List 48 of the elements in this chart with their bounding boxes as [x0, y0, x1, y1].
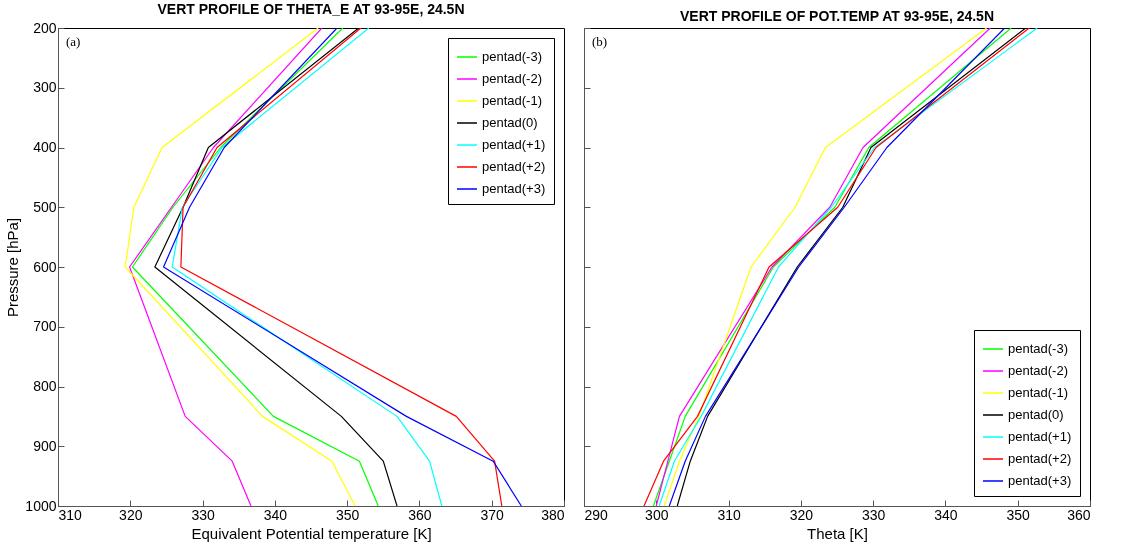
y-tick-label: 700: [33, 318, 57, 335]
x-tick-label: 320: [789, 506, 814, 523]
chart-title: VERT PROFILE OF THETA_E AT 93-95E, 24.5N: [157, 1, 465, 17]
x-tick-label: 370: [480, 506, 505, 523]
y-tick-label: 1000: [25, 497, 57, 514]
x-tick-label: 310: [58, 506, 83, 523]
legend-label: pentad(-3): [1008, 341, 1068, 356]
x-tick-label: 300: [645, 506, 669, 523]
legend-label: pentad(+1): [1008, 429, 1072, 444]
y-tick-label: 600: [33, 258, 57, 275]
annotation: (b): [592, 34, 608, 49]
legend-label: pentad(-1): [1008, 385, 1068, 400]
x-tick-label: 360: [1067, 506, 1091, 523]
y-tick-label: 900: [33, 437, 57, 454]
y-tick-label: 200: [33, 19, 57, 36]
x-tick-label: 340: [263, 506, 288, 523]
legend-label: pentad(+3): [1008, 473, 1072, 488]
line-series: [128, 28, 323, 506]
x-tick-label: 330: [861, 506, 886, 523]
x-tick-label: 380: [541, 506, 565, 523]
legend-label: pentad(-1): [482, 93, 542, 108]
line-series: [171, 28, 443, 506]
legend-label: pentad(-3): [482, 49, 542, 64]
legend-label: pentad(+1): [482, 137, 546, 152]
legend-label: pentad(+3): [482, 181, 546, 196]
legend-label: pentad(0): [482, 115, 538, 130]
legend-label: pentad(0): [1008, 407, 1064, 422]
x-tick-label: 290: [584, 506, 609, 523]
y-tick-label: 800: [33, 378, 57, 394]
y-tick-label: 400: [33, 139, 57, 155]
x-axis-title: Equivalent Potential temperature [K]: [191, 524, 432, 542]
x-tick-label: 320: [119, 506, 143, 523]
annotation: (a): [66, 34, 81, 49]
legend-label: pentad(-2): [1008, 363, 1068, 378]
x-axis-title: Theta [K]: [807, 524, 868, 542]
x-tick-label: 360: [408, 506, 432, 523]
x-tick-label: 310: [717, 506, 741, 523]
y-tick-label: 300: [33, 79, 57, 96]
x-tick-label: 340: [934, 506, 958, 523]
x-tick-label: 330: [191, 506, 215, 523]
x-tick-label: 350: [335, 506, 360, 523]
y-tick-label: 500: [33, 198, 57, 215]
chart-title: VERT PROFILE OF POT.TEMP AT 93-95E, 24.5N: [679, 7, 995, 24]
legend-label: pentad(+2): [482, 159, 546, 174]
x-tick-label: 350: [1006, 506, 1031, 523]
legend-label: pentad(+2): [1008, 451, 1072, 466]
legend-label: pentad(-2): [482, 71, 542, 86]
y-axis-title: Pressure [hPa]: [4, 217, 22, 318]
